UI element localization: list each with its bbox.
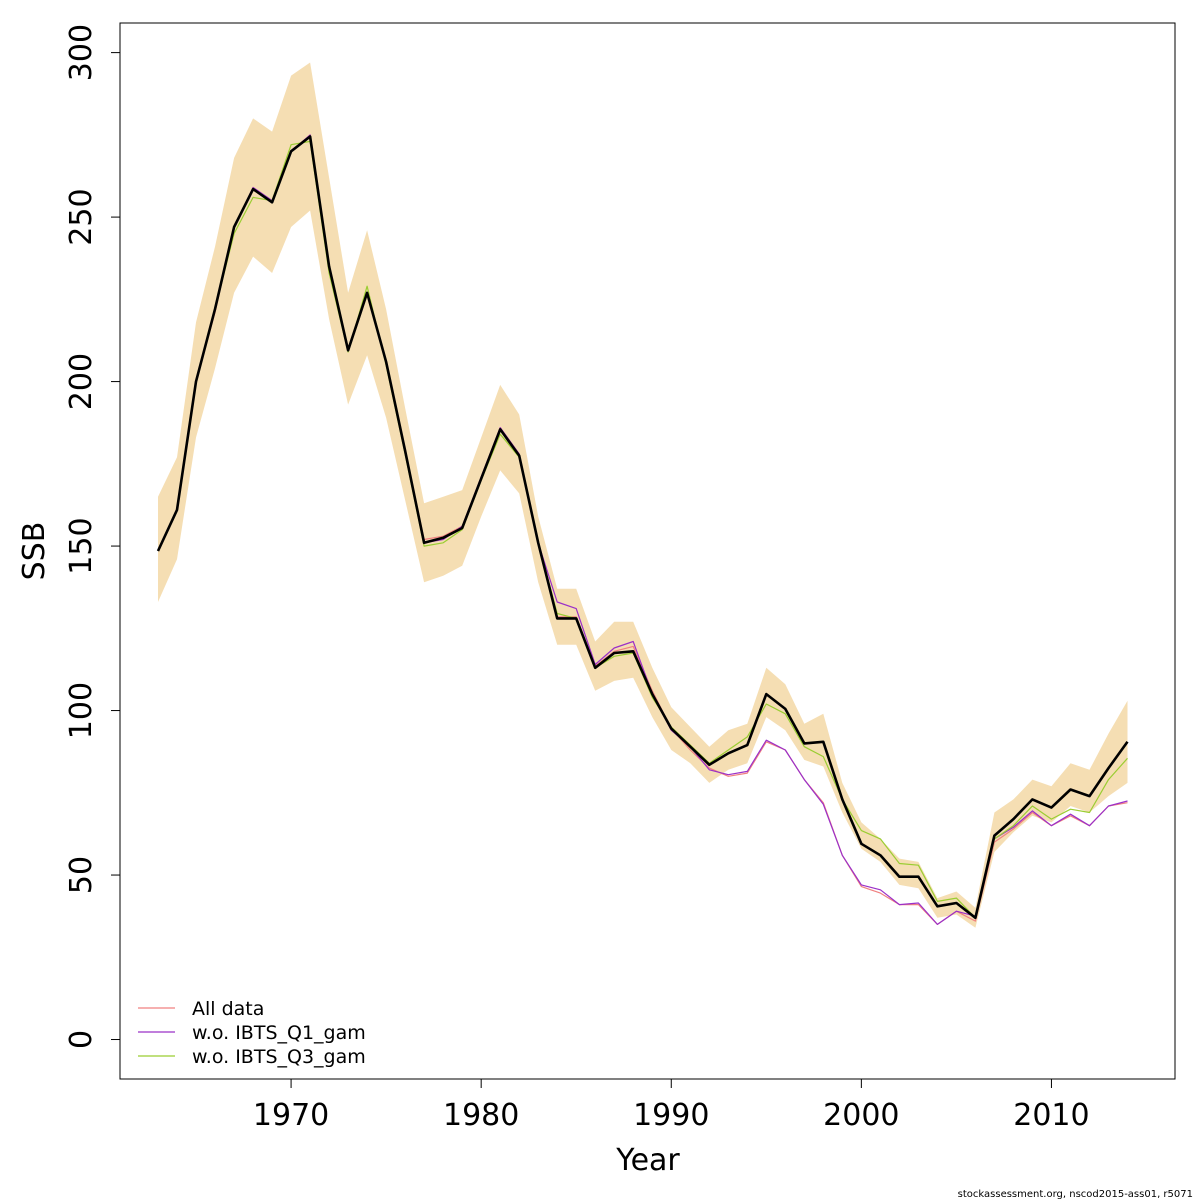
x-axis: 1970 1980 1990 2000 2010 xyxy=(253,1079,1090,1133)
y-tick-label-0: 0 xyxy=(64,1030,99,1049)
confidence-band xyxy=(158,62,1128,928)
legend-label-all-data: All data xyxy=(192,998,264,1020)
x-axis-title: Year xyxy=(615,1143,680,1178)
y-axis-title: SSB xyxy=(17,522,52,581)
series-line-w-o-ibts-q1-gam xyxy=(157,134,1128,926)
x-tick-label-1970: 1970 xyxy=(253,1098,329,1133)
y-tick-label-200: 200 xyxy=(64,353,99,410)
credit-text: stockassessment.org, nscod2015-ass01, r5… xyxy=(958,1189,1193,1200)
legend-label-w-o-ibts-q1-gam: w.o. IBTS_Q1_gam xyxy=(192,1022,366,1044)
confidence-band-layer xyxy=(158,62,1128,928)
y-tick-label-300: 300 xyxy=(64,24,99,81)
x-tick-label-2010: 2010 xyxy=(1013,1098,1089,1133)
series-line-all-data xyxy=(157,134,1128,926)
y-axis: 0 50 100 150 200 250 300 xyxy=(64,24,120,1049)
x-tick-label-2000: 2000 xyxy=(823,1098,899,1133)
x-tick-label-1990: 1990 xyxy=(633,1098,709,1133)
series-line-w-o-ibts-q3-gam xyxy=(157,140,1128,919)
y-tick-label-250: 250 xyxy=(64,188,99,245)
x-tick-label-1980: 1980 xyxy=(443,1098,519,1133)
y-tick-label-50: 50 xyxy=(64,856,99,894)
series-line-base xyxy=(156,135,1129,920)
legend-label-w-o-ibts-q3-gam: w.o. IBTS_Q3_gam xyxy=(192,1046,366,1068)
y-tick-label-150: 150 xyxy=(64,517,99,574)
y-tick-label-100: 100 xyxy=(64,682,99,739)
plot-frame xyxy=(119,22,1176,1080)
series-layer xyxy=(156,134,1129,926)
